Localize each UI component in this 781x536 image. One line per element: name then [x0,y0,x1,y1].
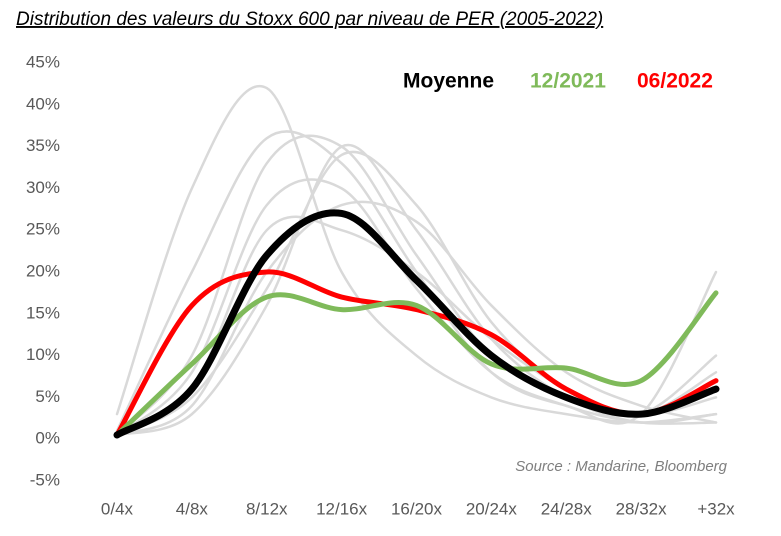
y-tick-label: 45% [26,52,60,71]
background-line [115,215,718,437]
background-line [115,130,718,433]
x-tick-label: 12/16x [316,499,368,518]
x-tick-label: 4/8x [176,499,209,518]
y-tick-label: 35% [26,136,60,155]
y-tick-label: -5% [30,470,60,489]
series-line [113,209,720,439]
chart-title: Distribution des valeurs du Stoxx 600 pa… [16,9,603,30]
y-tick-label: 15% [26,303,60,322]
y-tick-label: 30% [26,178,60,197]
y-tick-label: 0% [35,429,60,448]
background-line [115,134,718,437]
x-tick-label: 28/32x [616,499,668,518]
legend-label: 06/2022 [637,70,713,93]
legend-label: Moyenne [403,70,494,93]
background-line [115,200,718,437]
x-tick-label: +32x [697,499,735,518]
y-tick-label: 20% [26,261,60,280]
series-line [114,290,719,438]
y-tick-label: 10% [26,345,60,364]
x-tick-label: 20/24x [466,499,518,518]
x-tick-label: 16/20x [391,499,443,518]
legend-label: 12/2021 [530,70,606,93]
source-note: Source : Mandarine, Bloomberg [515,458,727,475]
x-tick-label: 24/28x [541,499,593,518]
y-tick-label: 25% [26,220,60,239]
x-tick-label: 8/12x [246,499,288,518]
x-tick-label: 0/4x [101,499,134,518]
y-tick-label: 40% [26,94,60,113]
y-tick-label: 5% [35,387,60,406]
